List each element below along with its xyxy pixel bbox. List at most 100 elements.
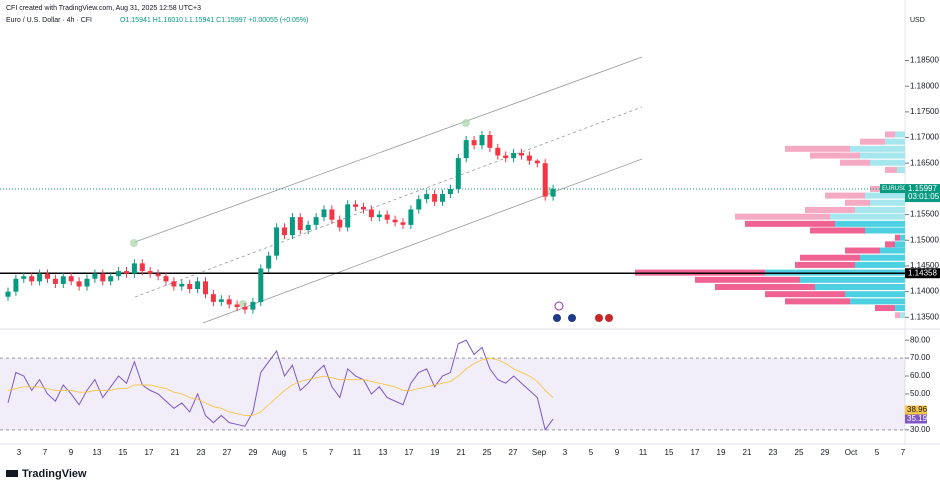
volume-up xyxy=(880,247,905,254)
volume-up xyxy=(865,192,905,199)
candle-body xyxy=(384,214,390,220)
countdown: 03:01:05 xyxy=(908,192,940,201)
candle-body xyxy=(187,283,193,290)
x-tick-label: 11 xyxy=(639,448,648,457)
volume-up xyxy=(830,213,905,220)
volume-down xyxy=(810,227,865,234)
x-tick-label: 27 xyxy=(223,448,232,457)
x-tick-label: 15 xyxy=(119,448,128,457)
y-tick-label: 1.18000 xyxy=(910,81,939,90)
x-tick-label: 17 xyxy=(691,448,700,457)
candle-body xyxy=(511,152,517,159)
candle-body xyxy=(289,217,295,236)
candle-body xyxy=(5,291,11,297)
volume-down xyxy=(805,206,855,213)
volume-down xyxy=(895,234,900,241)
rsi-line xyxy=(7,339,554,431)
candle-body xyxy=(313,217,319,225)
candle-body xyxy=(171,281,177,287)
touch-point xyxy=(462,119,470,127)
y-tick-label: 1.17000 xyxy=(910,133,939,142)
x-tick-label: 13 xyxy=(93,448,102,457)
candle-body xyxy=(163,276,169,282)
channel-middle xyxy=(134,106,643,298)
candle-body xyxy=(368,209,374,218)
candle-body xyxy=(463,140,469,159)
x-tick-label: 3 xyxy=(563,448,568,457)
candle-body xyxy=(550,188,556,197)
candle-body xyxy=(155,273,161,277)
x-tick-label: 21 xyxy=(457,448,466,457)
candle-body xyxy=(37,273,43,282)
y-tick-label: 1.15500 xyxy=(910,210,939,219)
candle-body xyxy=(108,276,114,282)
candle-body xyxy=(84,278,90,287)
volume-down xyxy=(885,131,895,138)
candle-body xyxy=(455,158,461,189)
legend: Euro / U.S. Dollar · 4h · CFI xyxy=(6,17,92,24)
x-tick-label: Oct xyxy=(845,448,858,457)
last-price-label: 1.15997 xyxy=(908,184,937,193)
candle-body xyxy=(203,281,208,295)
y-tick-label: 1.14000 xyxy=(910,287,939,296)
candle-body xyxy=(147,271,153,274)
y-tick-label: 80.00 xyxy=(910,335,931,344)
candle-body xyxy=(542,163,548,197)
x-tick-label: Sep xyxy=(532,448,547,457)
last-price-badge xyxy=(905,184,940,203)
candle-body xyxy=(258,268,264,302)
x-tick-label: 19 xyxy=(717,448,726,457)
candle-body xyxy=(503,155,509,159)
x-tick-label: 19 xyxy=(431,448,440,457)
currency: USD xyxy=(910,17,925,24)
x-tick-label: 21 xyxy=(171,448,180,457)
event-icon[interactable] xyxy=(554,301,564,311)
volume-up xyxy=(800,276,905,283)
x-tick-label: 7 xyxy=(329,448,334,457)
volume-up xyxy=(865,227,905,234)
volume-down xyxy=(800,254,860,261)
candle-body xyxy=(52,278,58,284)
x-tick-label: Aug xyxy=(272,448,286,457)
x-tick-label: 15 xyxy=(665,448,674,457)
volume-up xyxy=(895,305,905,312)
y-tick-label: 1.16500 xyxy=(910,158,939,167)
volume-down xyxy=(860,138,885,145)
volume-up xyxy=(897,166,905,173)
candle-body xyxy=(139,263,145,272)
logo-text: TradingView xyxy=(22,468,87,480)
candle-body xyxy=(392,219,398,223)
candle-body xyxy=(116,271,122,277)
price-badge-label: 1.14358 xyxy=(908,268,937,277)
event-icon[interactable] xyxy=(553,314,561,322)
rsi-badge xyxy=(905,414,927,424)
candle-body xyxy=(479,134,485,146)
x-tick-label: 25 xyxy=(483,448,492,457)
volume-down xyxy=(845,199,870,206)
event-icon[interactable] xyxy=(568,314,576,322)
candle-body xyxy=(345,204,351,228)
candle-body xyxy=(297,217,303,230)
volume-down xyxy=(895,312,900,319)
logo: TradingView xyxy=(6,468,87,480)
y-tick-label: 1.14500 xyxy=(910,261,939,270)
event-icon[interactable] xyxy=(595,314,603,322)
candle-body xyxy=(440,194,445,202)
volume-down xyxy=(870,185,885,192)
y-tick-label: 70.00 xyxy=(910,353,931,362)
volume-up xyxy=(900,312,905,319)
candle-body xyxy=(60,276,66,284)
candle-body xyxy=(92,273,98,279)
volume-down xyxy=(875,305,895,312)
volume-down xyxy=(745,220,835,227)
x-tick-label: 9 xyxy=(615,448,620,457)
rsi-line xyxy=(7,357,554,416)
x-tick-label: 5 xyxy=(875,448,880,457)
touch-point xyxy=(239,300,247,308)
y-tick-label: 1.15000 xyxy=(910,235,939,244)
event-icon[interactable] xyxy=(605,314,613,322)
rsi-band xyxy=(0,358,905,430)
candle-body xyxy=(13,278,19,292)
volume-down xyxy=(795,261,855,268)
volume-up xyxy=(845,291,905,298)
